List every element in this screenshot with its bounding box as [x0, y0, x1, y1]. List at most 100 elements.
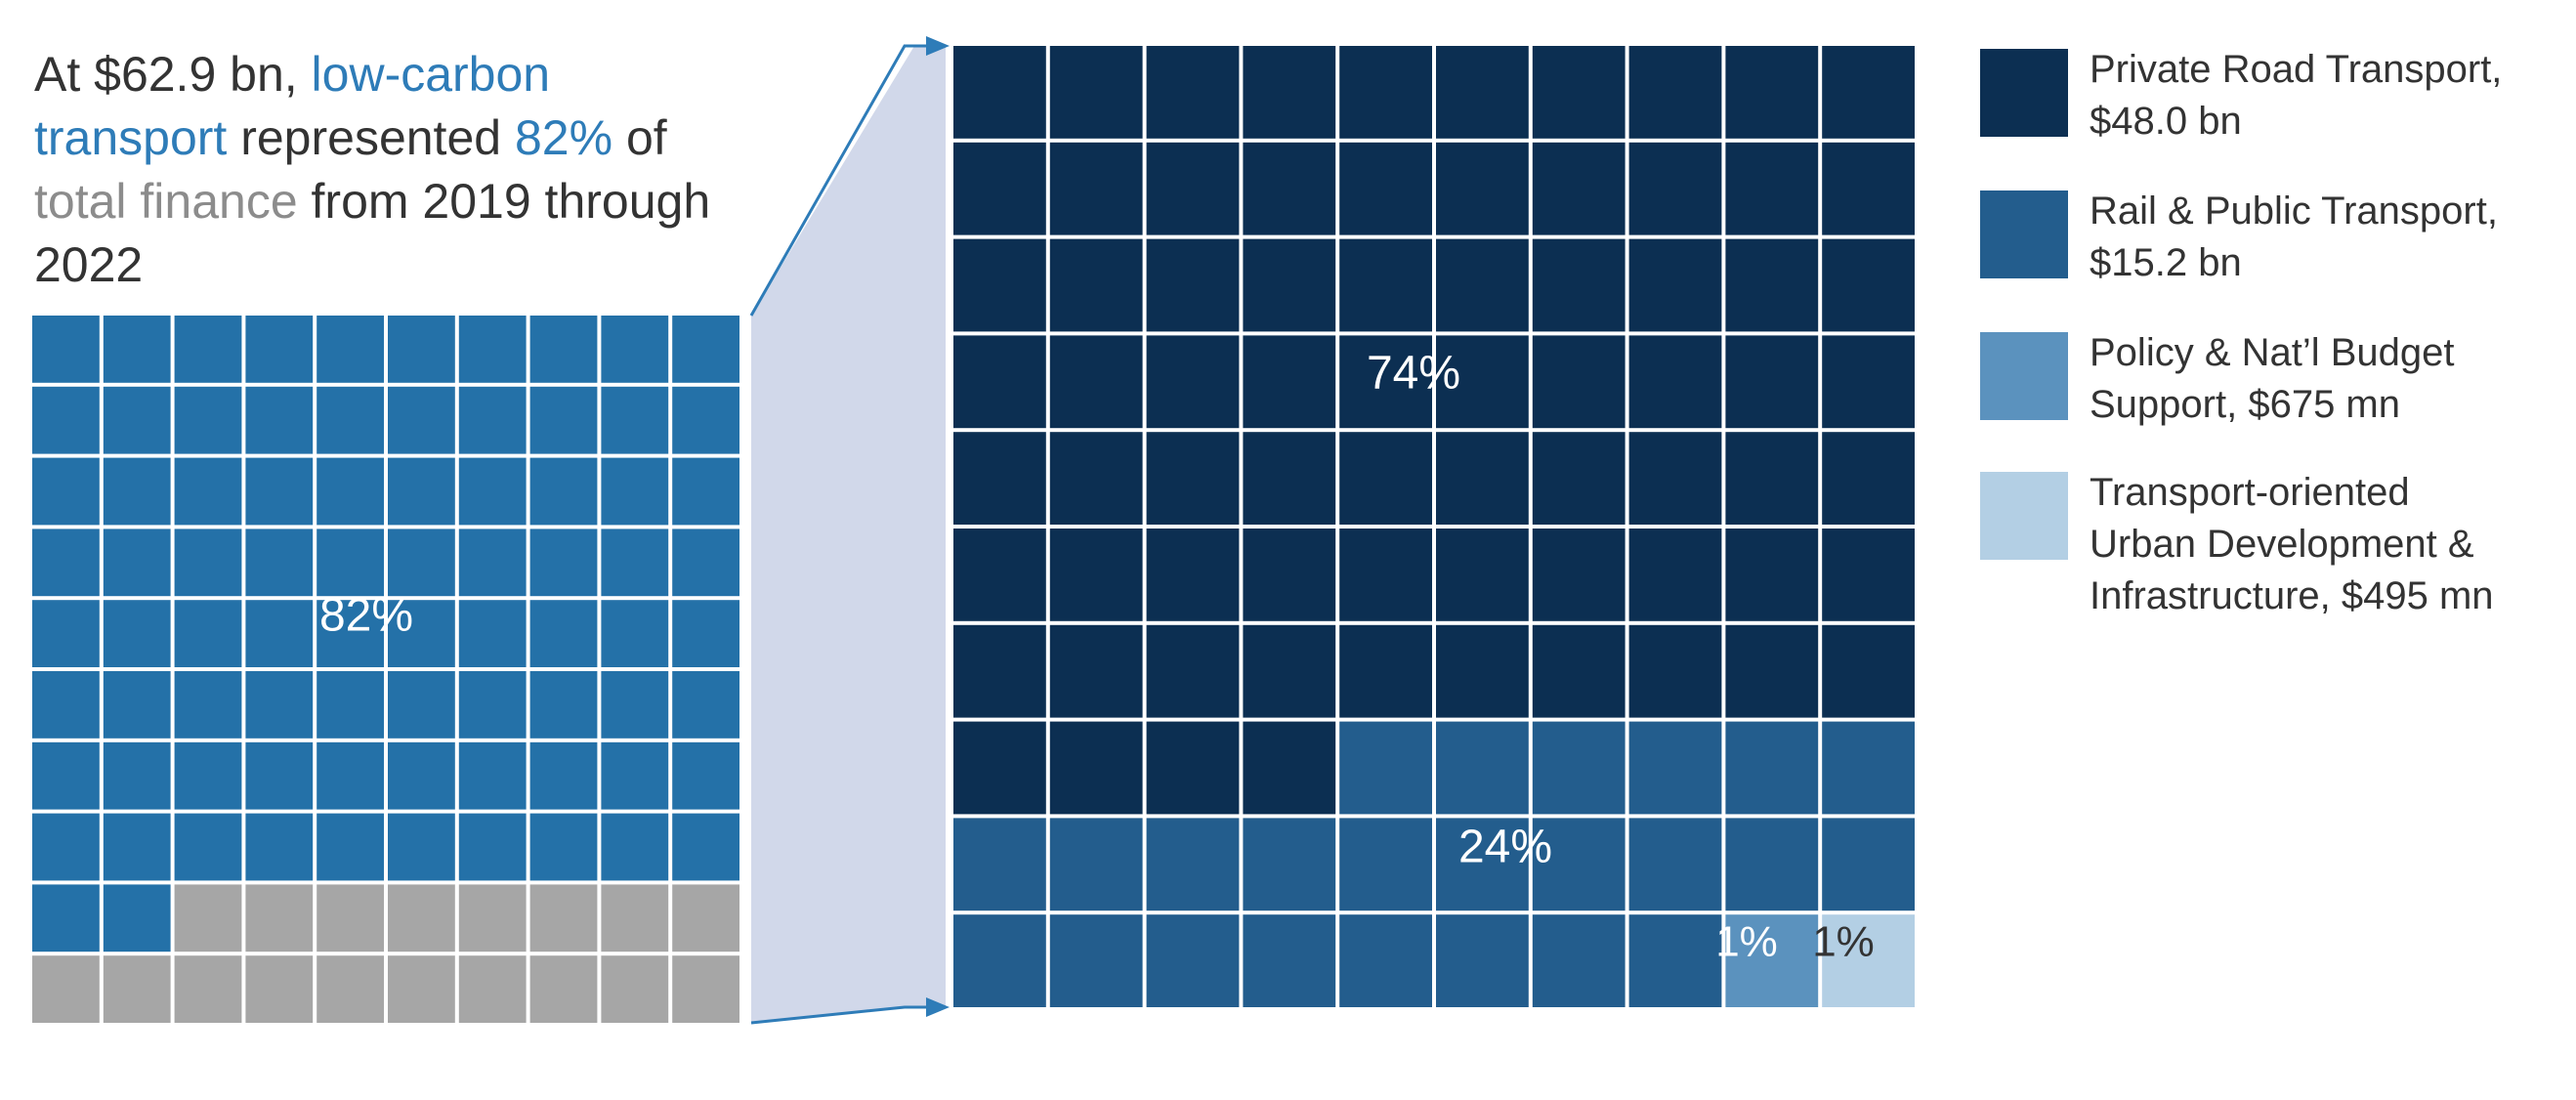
connector-shape — [751, 46, 946, 1023]
left-waffle-cell-1 — [672, 671, 739, 739]
left-waffle-cell-1 — [245, 457, 314, 526]
left-waffle-cell-1 — [529, 813, 598, 881]
right-waffle-cell-3 — [1725, 914, 1819, 1007]
right-waffle-cell-2 — [1339, 721, 1432, 815]
right-waffle-cell-2 — [1243, 914, 1336, 1007]
legend-line: Urban Development & — [2090, 523, 2474, 566]
left-waffle-cell-1 — [32, 884, 100, 952]
right-waffle-cell-1 — [1532, 46, 1626, 139]
right-waffle-cell-1 — [1049, 529, 1143, 621]
right-waffle-cell-2 — [1436, 818, 1529, 911]
right-waffle-cell-1 — [1339, 432, 1432, 525]
left-waffle-cell-1 — [245, 813, 314, 881]
right-waffle-cell-1 — [953, 46, 1046, 139]
right-waffle-cell-1 — [1725, 432, 1819, 525]
left-waffle-cell-1 — [317, 671, 384, 739]
right-waffle-cell-1 — [1532, 529, 1626, 621]
right-waffle-cell-1 — [1822, 142, 1915, 235]
right-waffle-cell-1 — [1339, 335, 1432, 429]
left-waffle-cell-1 — [672, 457, 739, 526]
legend-swatch-tod — [1980, 472, 2068, 560]
left-waffle-cell-2 — [458, 955, 527, 1023]
left-waffle-cell-1 — [672, 600, 739, 667]
right-waffle-cell-1 — [1146, 529, 1240, 621]
right-waffle — [953, 46, 1915, 1007]
legend-line: Infrastructure, $495 mn — [2090, 574, 2494, 617]
left-waffle-cell-1 — [529, 457, 598, 526]
left-waffle-cell-1 — [672, 529, 739, 597]
right-waffle-cell-1 — [1339, 46, 1432, 139]
left-waffle-cell-1 — [458, 386, 527, 454]
left-waffle — [32, 316, 739, 1023]
left-waffle-cell-1 — [103, 671, 171, 739]
left-waffle-cell-1 — [174, 600, 242, 667]
right-waffle-cell-1 — [1436, 529, 1529, 621]
right-waffle-cell-1 — [1436, 335, 1529, 429]
right-waffle-cell-1 — [953, 238, 1046, 332]
left-waffle-cell-2 — [388, 955, 455, 1023]
right-waffle-cell-1 — [1243, 432, 1336, 525]
left-waffle-cell-1 — [32, 671, 100, 739]
legend-label-rail-public: Rail & Public Transport, $15.2 bn — [2090, 186, 2558, 289]
left-waffle-cell-1 — [388, 386, 455, 454]
right-waffle-cell-1 — [1049, 721, 1143, 815]
left-waffle-cell-1 — [672, 316, 739, 383]
legend-swatch-policy — [1980, 332, 2068, 420]
right-waffle-cell-1 — [953, 529, 1046, 621]
left-waffle-cell-1 — [174, 386, 242, 454]
right-waffle-cell-2 — [1822, 721, 1915, 815]
right-waffle-cell-1 — [1049, 142, 1143, 235]
right-waffle-cell-1 — [1628, 335, 1722, 429]
left-waffle-cell-1 — [245, 600, 314, 667]
left-waffle-cell-1 — [458, 600, 527, 667]
right-waffle-cell-1 — [1628, 142, 1722, 235]
left-waffle-cell-1 — [601, 671, 669, 739]
right-waffle-cell-1 — [1243, 721, 1336, 815]
legend-label-private-road: Private Road Transport, $48.0 bn — [2090, 44, 2558, 148]
left-waffle-cell-1 — [529, 741, 598, 810]
left-waffle-cell-1 — [529, 600, 598, 667]
right-waffle-cell-2 — [1436, 721, 1529, 815]
right-waffle-cell-1 — [1532, 335, 1626, 429]
left-waffle-cell-1 — [245, 529, 314, 597]
right-waffle-cell-1 — [1628, 529, 1722, 621]
left-waffle-cell-1 — [245, 386, 314, 454]
right-waffle-cell-2 — [1049, 818, 1143, 911]
legend-line: $15.2 bn — [2090, 241, 2242, 284]
left-waffle-cell-1 — [317, 529, 384, 597]
left-waffle-cell-1 — [388, 457, 455, 526]
legend-line: Policy & Nat’l Budget — [2090, 331, 2455, 374]
arrow-head-top — [926, 36, 950, 56]
left-waffle-cell-1 — [103, 457, 171, 526]
right-waffle-cell-1 — [1725, 335, 1819, 429]
legend-label-tod: Transport-oriented Urban Development & Inf… — [2090, 467, 2558, 622]
legend-line: $48.0 bn — [2090, 100, 2242, 143]
title-part-7: from 2019 through 2022 — [34, 174, 711, 292]
left-waffle-cell-2 — [32, 955, 100, 1023]
right-waffle-cell-1 — [1146, 46, 1240, 139]
left-waffle-cell-1 — [245, 316, 314, 383]
left-waffle-cell-1 — [32, 316, 100, 383]
right-waffle-cell-1 — [1822, 624, 1915, 718]
left-waffle-cell-2 — [601, 955, 669, 1023]
right-waffle-cell-1 — [1436, 624, 1529, 718]
right-waffle-cell-1 — [1243, 46, 1336, 139]
right-waffle-cell-1 — [1822, 335, 1915, 429]
right-waffle-cell-1 — [1339, 238, 1432, 332]
left-waffle-cell-1 — [317, 741, 384, 810]
right-waffle-cell-1 — [1339, 624, 1432, 718]
right-waffle-cell-1 — [1822, 529, 1915, 621]
label-left-82: 82% — [319, 590, 413, 642]
left-waffle-cell-2 — [174, 884, 242, 952]
left-waffle-cell-1 — [458, 529, 527, 597]
left-waffle-cell-1 — [458, 457, 527, 526]
left-waffle-cell-1 — [317, 457, 384, 526]
left-waffle-cell-2 — [317, 955, 384, 1023]
right-waffle-cell-1 — [1146, 624, 1240, 718]
right-waffle-cell-1 — [1146, 432, 1240, 525]
arrow-head-bottom — [926, 997, 950, 1017]
waffle-labels: 82% 74% 24% 1% 1% — [319, 348, 1875, 966]
right-waffle-cell-1 — [1146, 238, 1240, 332]
right-waffle-cell-1 — [1243, 238, 1336, 332]
right-waffle-cell-1 — [1725, 624, 1819, 718]
